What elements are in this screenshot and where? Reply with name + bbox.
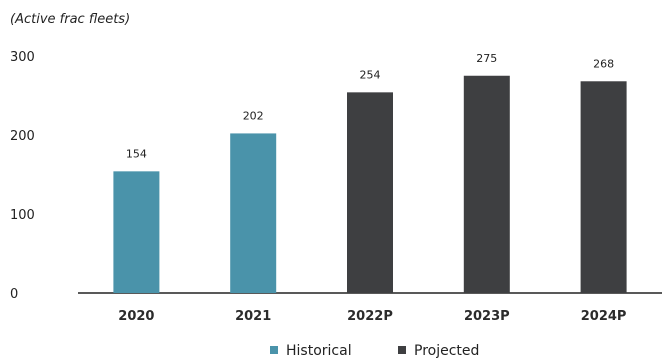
x-category-label: 2024P <box>581 309 627 324</box>
y-tick-label: 300 <box>10 50 35 65</box>
bar-2020 <box>113 171 160 293</box>
y-axis-ticks: 0 100 200 300 <box>10 50 35 302</box>
y-tick-label: 100 <box>10 208 35 223</box>
data-label: 202 <box>243 109 264 122</box>
bar-2023p <box>463 75 510 293</box>
x-axis-labels: 2020 2021 2022P 2023P 2024P <box>118 309 626 324</box>
bar-2024p <box>580 81 627 293</box>
y-tick-label: 0 <box>10 287 18 302</box>
x-category-label: 2021 <box>235 309 271 324</box>
bars-group: 154 202 254 275 268 <box>113 52 627 293</box>
data-label: 154 <box>126 147 147 160</box>
legend: Historical Projected <box>270 343 479 359</box>
x-category-label: 2020 <box>118 309 154 324</box>
bar-2022p <box>347 92 393 293</box>
y-tick-label: 200 <box>10 129 35 144</box>
data-label: 254 <box>360 68 381 81</box>
unit-label: (Active frac fleets) <box>10 12 130 27</box>
bar-2021 <box>230 133 277 293</box>
x-category-label: 2022P <box>347 309 393 324</box>
legend-label-projected: Projected <box>414 343 479 359</box>
legend-swatch-historical <box>270 346 278 354</box>
x-category-label: 2023P <box>464 309 510 324</box>
legend-swatch-projected <box>398 346 406 354</box>
legend-label-historical: Historical <box>286 343 352 359</box>
data-label: 275 <box>476 52 497 65</box>
data-label: 268 <box>593 57 614 70</box>
